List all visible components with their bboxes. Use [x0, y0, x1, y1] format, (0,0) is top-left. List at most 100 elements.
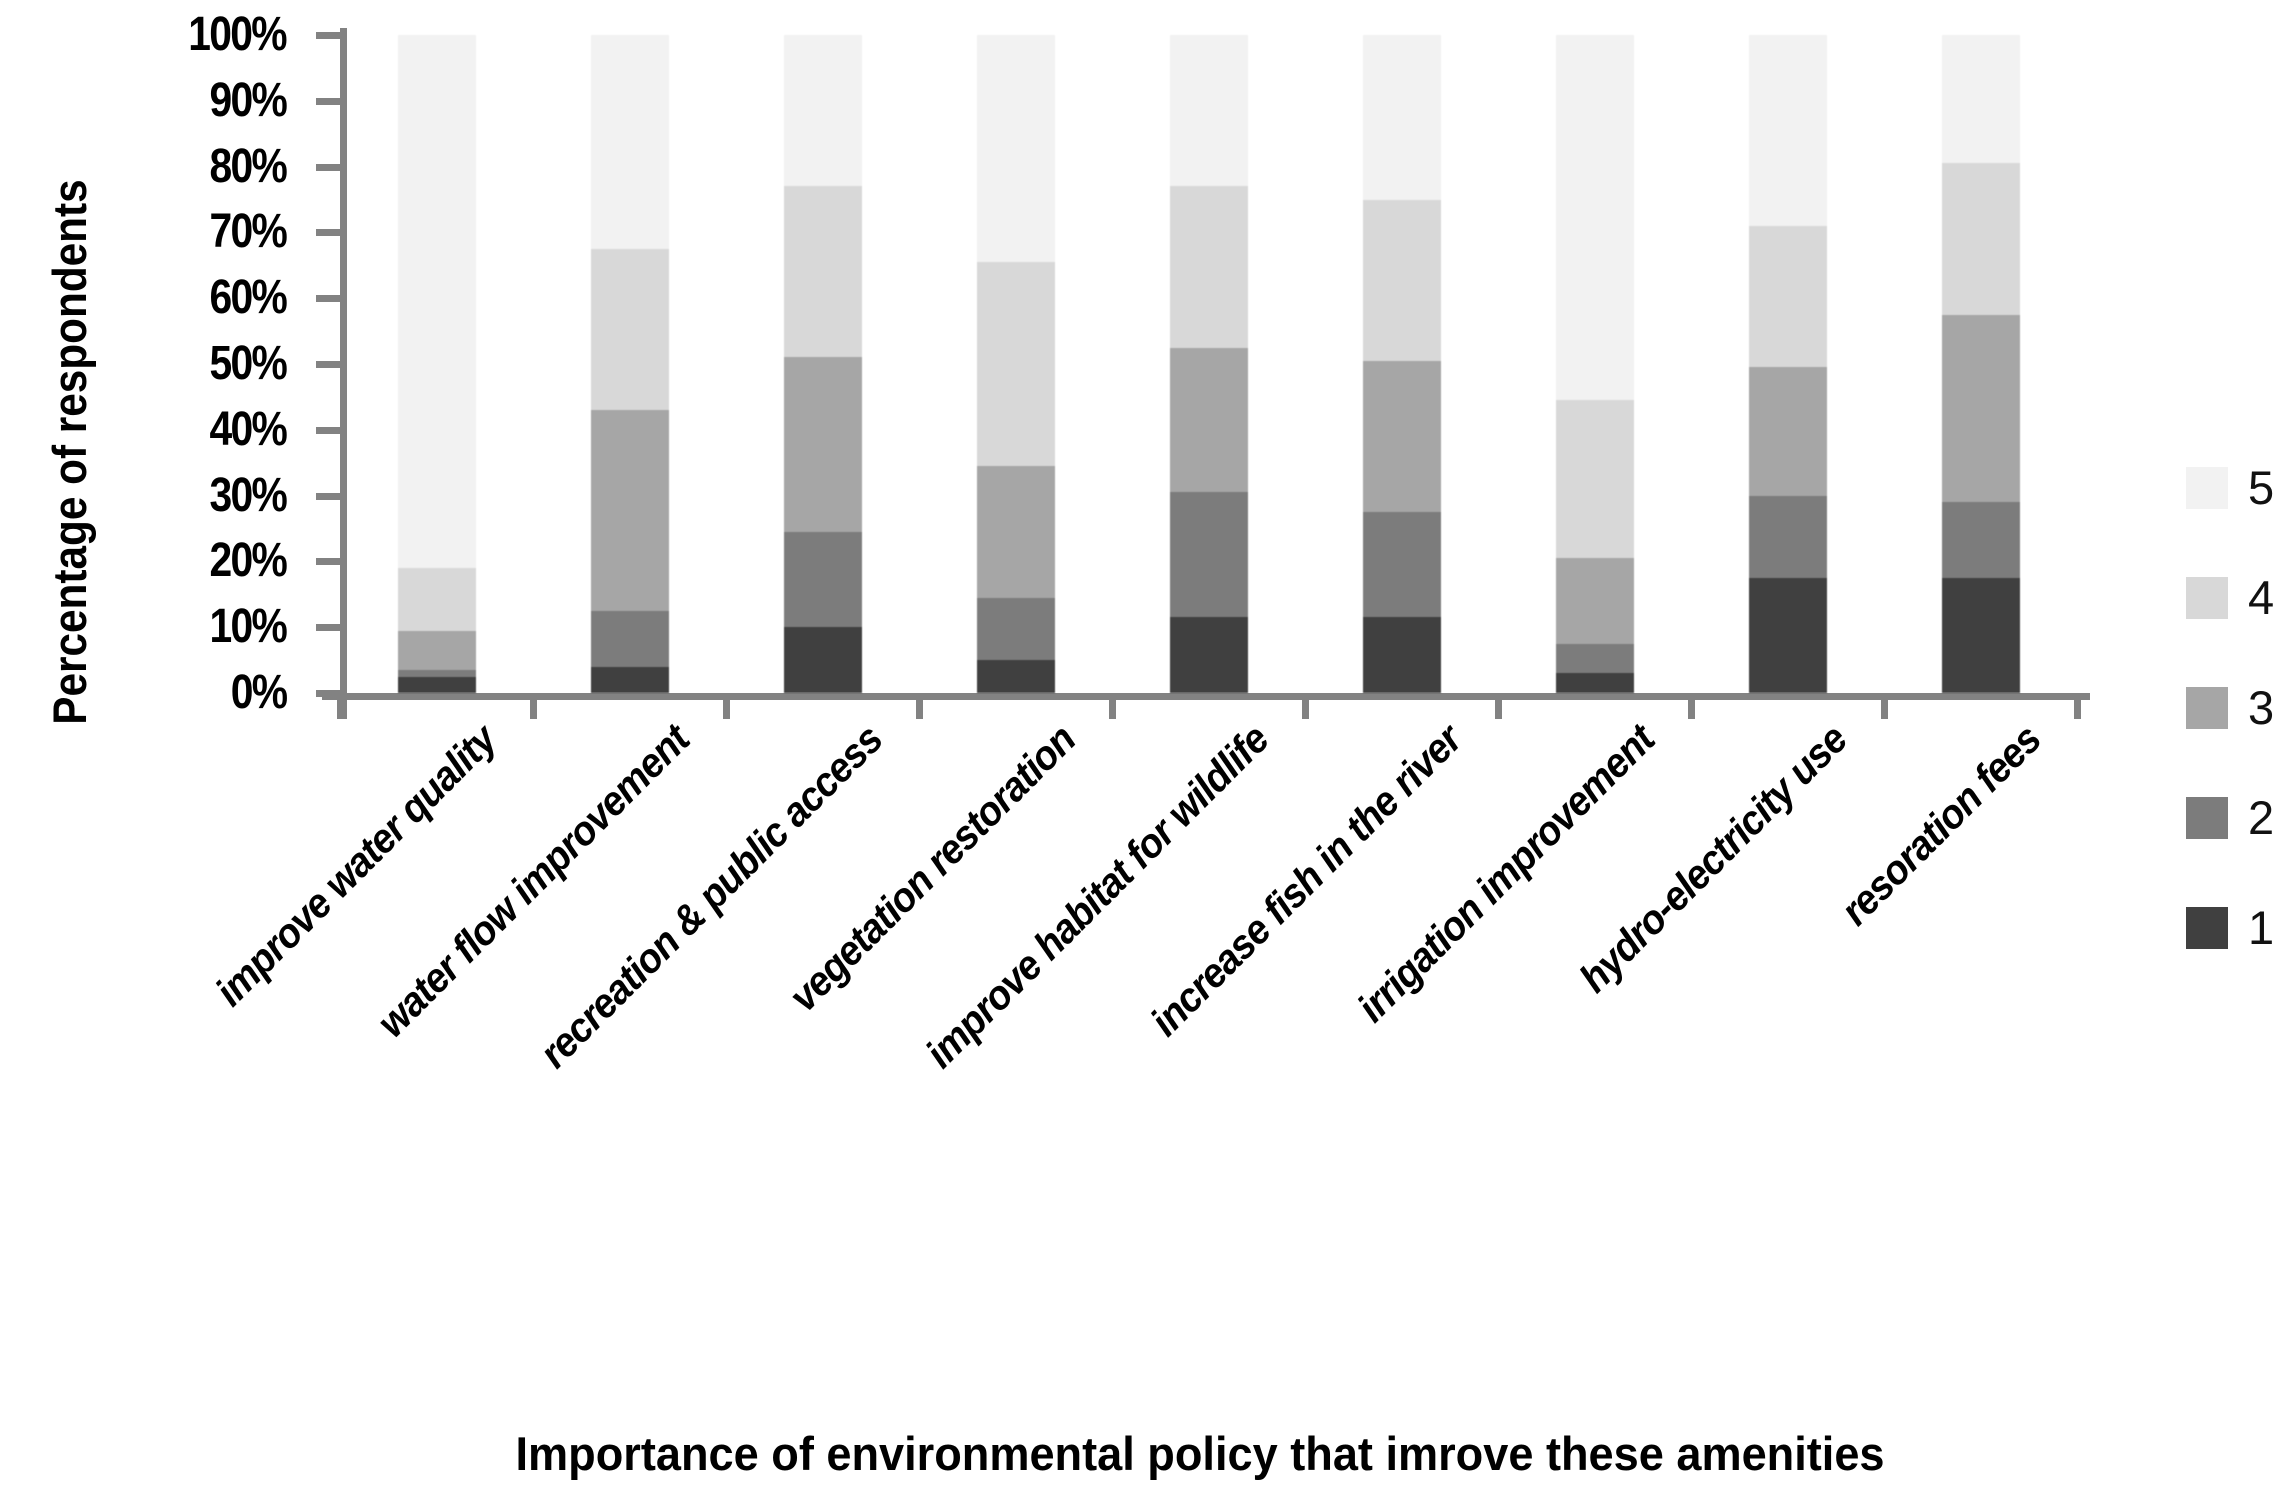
- bar-segment-rating-4: [1362, 199, 1441, 361]
- bar-segment-rating-4: [976, 262, 1055, 467]
- x-tick: [1495, 693, 1502, 719]
- category-label: irrigation improvement: [1348, 716, 1664, 1031]
- bar-segment-rating-3: [1555, 558, 1634, 644]
- bar-segment-rating-1: [590, 666, 669, 693]
- stacked-bar-3: [783, 35, 862, 693]
- legend-swatch-4: [2186, 577, 2228, 619]
- y-axis-line: [340, 28, 347, 719]
- stacked-bar-2: [590, 35, 669, 693]
- bar-segment-rating-2: [976, 597, 1055, 661]
- bar-segment-rating-4: [1555, 400, 1634, 559]
- legend-label-5: 5: [2248, 461, 2275, 514]
- y-tick-label: 50%: [209, 337, 287, 390]
- legend-swatch-2: [2186, 797, 2228, 839]
- bar-segment-rating-2: [783, 531, 862, 628]
- category-label: increase fish in the river: [1141, 716, 1471, 1045]
- bar-segment-rating-1: [1362, 617, 1441, 693]
- bar-segment-rating-3: [1169, 347, 1248, 493]
- category-label: water flow improvement: [368, 716, 699, 1046]
- y-tick: [316, 558, 342, 566]
- bar-segment-rating-4: [590, 248, 669, 411]
- stacked-bar-6: [1362, 35, 1441, 693]
- bar-segment-rating-5: [976, 35, 1055, 263]
- x-tick: [1688, 693, 1695, 719]
- bar-segment-rating-5: [1748, 35, 1827, 226]
- bar-segment-rating-4: [1748, 225, 1827, 368]
- bar-segment-rating-5: [590, 35, 669, 249]
- bar-segment-rating-1: [1941, 577, 2020, 693]
- x-tick: [2074, 693, 2081, 719]
- stacked-bar-7: [1555, 35, 1634, 693]
- y-tick-label: 80%: [209, 139, 287, 193]
- bar-segment-rating-3: [976, 466, 1055, 598]
- bar-segment-rating-3: [397, 630, 476, 670]
- x-tick: [1302, 693, 1309, 719]
- bar-segment-rating-1: [976, 660, 1055, 693]
- y-tick: [316, 97, 342, 105]
- bar-segment-rating-1: [783, 627, 862, 693]
- y-tick: [316, 295, 342, 303]
- stacked-bar-8: [1748, 35, 1827, 693]
- y-tick: [316, 624, 342, 632]
- bar-segment-rating-2: [1555, 643, 1634, 674]
- bar-segment-rating-5: [1555, 35, 1634, 401]
- bar-segment-rating-1: [1169, 617, 1248, 693]
- y-tick: [316, 32, 342, 39]
- y-tick-label: 70%: [209, 205, 287, 259]
- bar-segment-rating-5: [1362, 35, 1441, 200]
- legend-swatch-3: [2186, 687, 2228, 729]
- bar-segment-rating-1: [1748, 577, 1827, 693]
- y-tick: [316, 229, 342, 237]
- legend-label-4: 4: [2248, 571, 2275, 624]
- x-tick: [530, 693, 537, 719]
- x-tick: [1881, 693, 1888, 719]
- y-tick-label: 90%: [209, 73, 287, 127]
- bar-segment-rating-3: [590, 410, 669, 611]
- y-tick: [316, 361, 342, 368]
- y-tick: [316, 163, 342, 171]
- y-tick-label: 20%: [209, 534, 287, 588]
- bar-segment-rating-4: [783, 186, 862, 358]
- stacked-bar-5: [1169, 35, 1248, 693]
- y-tick-label: 0%: [230, 666, 287, 719]
- bar-segment-rating-5: [397, 35, 476, 569]
- bar-segment-rating-5: [1941, 35, 2020, 164]
- y-tick: [316, 426, 342, 434]
- stacked-bar-9: [1941, 35, 2020, 693]
- y-tick-label: 60%: [209, 271, 287, 325]
- bar-segment-rating-2: [590, 610, 669, 667]
- y-tick: [316, 690, 342, 697]
- y-tick-label: 40%: [209, 402, 287, 456]
- bar-segment-rating-2: [397, 669, 476, 677]
- bar-segment-rating-4: [397, 568, 476, 631]
- bar-segment-rating-1: [1555, 673, 1634, 693]
- y-tick-label: 30%: [209, 468, 287, 522]
- x-axis-title: Importance of environmental policy that …: [515, 1427, 1885, 1480]
- category-label: recreation & public access: [530, 716, 892, 1077]
- y-tick-label: 100%: [188, 8, 287, 61]
- x-axis-line: [322, 693, 2090, 700]
- bar-segment-rating-2: [1941, 502, 2020, 578]
- x-tick: [916, 693, 923, 719]
- legend-label-3: 3: [2248, 681, 2275, 734]
- stacked-bar-1: [397, 35, 476, 693]
- bar-segment-rating-3: [783, 357, 862, 532]
- legend-label-1: 1: [2248, 901, 2275, 954]
- legend-swatch-5: [2186, 467, 2228, 509]
- stacked-bar-4: [976, 35, 1055, 693]
- legend-label-2: 2: [2248, 791, 2275, 844]
- bar-segment-rating-3: [1748, 367, 1827, 496]
- x-tick: [337, 693, 344, 719]
- x-tick: [723, 693, 730, 719]
- bar-segment-rating-2: [1362, 512, 1441, 618]
- category-label: improve habitat for wildlife: [916, 716, 1278, 1077]
- bar-segment-rating-3: [1941, 314, 2020, 503]
- bar-segment-rating-4: [1169, 186, 1248, 348]
- bar-segment-rating-2: [1169, 492, 1248, 618]
- x-tick: [1109, 693, 1116, 719]
- y-tick: [316, 492, 342, 500]
- bar-segment-rating-3: [1362, 360, 1441, 513]
- bar-segment-rating-5: [1169, 35, 1248, 187]
- bar-segment-rating-2: [1748, 495, 1827, 578]
